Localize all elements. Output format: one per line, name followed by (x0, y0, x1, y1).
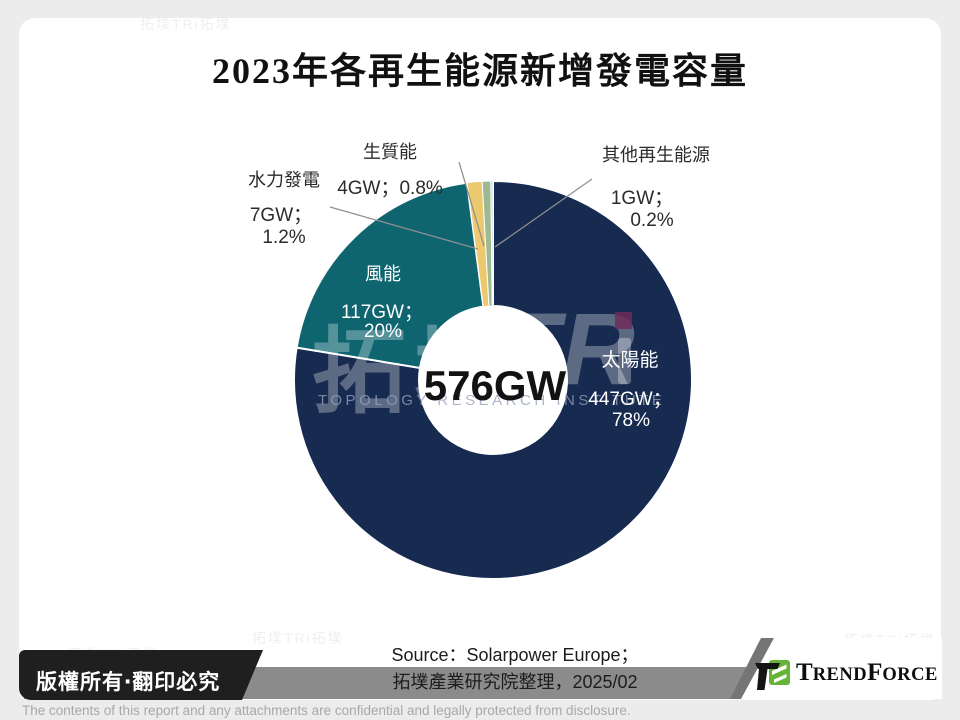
copyright-banner (19, 650, 263, 700)
label-wind-value: 117GW； (340, 302, 424, 323)
leader-line-hydro (329, 206, 479, 250)
brand-letters: ORCE (882, 665, 938, 685)
chart-title: 2023年各再生能源新增發電容量 (211, 51, 748, 91)
faint-watermark: 拓墣TRi拓墣 (140, 16, 232, 32)
label-wind-name: 風能 (365, 264, 401, 284)
leader-line-other (494, 178, 593, 248)
slide-background (19, 18, 941, 700)
brand-letters: REND (812, 665, 868, 685)
source-line-2: 拓墣產業研究院整理，2025/02 (392, 672, 638, 692)
label-solar-pct: 78% (611, 410, 651, 431)
label-biomass-value: 4GW；0.8% (337, 178, 443, 199)
label-solar-name: 太陽能 (601, 350, 659, 371)
donut-center-total: 576GW (423, 362, 567, 409)
disclaimer-text: The contents of this report and any atta… (22, 703, 631, 718)
watermark-caption: TOPOLOGY RESEARCH INSTITUTE (318, 392, 666, 409)
watermark-i-stem (618, 338, 631, 384)
label-hydro-value: 7GW； (249, 205, 313, 226)
donut-slice-太陽能 (293, 179, 693, 580)
donut-slice-風能 (295, 181, 485, 370)
label-biomass-name: 生質能 (363, 142, 417, 162)
trendforce-logo-icon (755, 660, 790, 690)
watermark-cjk: 拓墣 (312, 319, 517, 424)
source-line-1: Source：Solarpower Europe； (391, 645, 639, 665)
trendforce-logotype: TRENDFORCE (796, 658, 938, 691)
label-other-pct: 0.2% (630, 210, 674, 231)
watermark-i-dot (615, 312, 632, 329)
label-other-name: 其他再生能源 (602, 145, 710, 165)
label-wind-pct: 20% (363, 321, 403, 342)
donut-slices (293, 179, 693, 580)
brand-letter: T (796, 659, 813, 686)
watermark-latin: TR (497, 292, 637, 406)
brand-letter: F (867, 659, 883, 686)
label-hydro-name: 水力發電 (248, 170, 320, 190)
copyright-text: 版權所有‧翻印必究 (36, 671, 221, 694)
leader-line-biomass (458, 161, 485, 247)
faint-watermark: 拓墣TRi拓墣 (252, 630, 344, 646)
leader-lines (329, 161, 593, 250)
donut-slice-其他再生能源 (490, 180, 494, 307)
label-hydro-pct: 1.2% (262, 227, 306, 248)
label-solar-value: 447GW； (588, 389, 672, 410)
label-other-value: 1GW； (610, 188, 674, 209)
